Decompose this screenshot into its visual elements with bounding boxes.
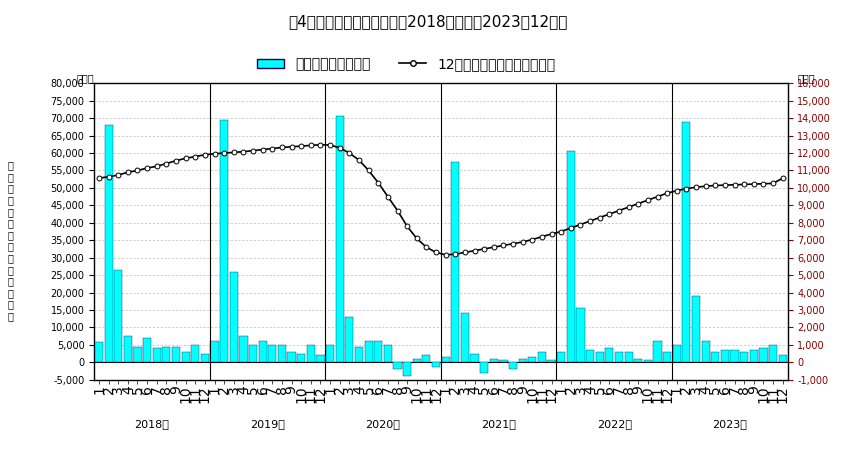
Bar — [769, 345, 777, 362]
Bar — [702, 341, 710, 362]
Bar — [442, 357, 449, 362]
Bar — [268, 345, 276, 362]
Bar — [586, 350, 594, 362]
Legend: 転入超過数（左軸）, 12か月後方移動平均（右軸）: 転入超過数（左軸）, 12か月後方移動平均（右軸） — [251, 52, 562, 77]
Bar — [730, 350, 739, 362]
Bar — [104, 125, 113, 362]
Bar — [548, 361, 556, 362]
Bar — [576, 308, 585, 362]
Bar — [538, 352, 546, 362]
Bar — [471, 354, 479, 362]
Bar — [124, 336, 132, 362]
Bar — [596, 352, 603, 362]
Bar — [152, 348, 161, 362]
Bar — [143, 338, 152, 362]
Bar — [634, 359, 642, 362]
Text: 2020年: 2020年 — [366, 419, 401, 429]
Bar — [181, 352, 190, 362]
Bar — [567, 151, 575, 362]
Text: 2023年: 2023年 — [712, 419, 747, 429]
Bar — [211, 341, 218, 362]
Bar — [191, 345, 199, 362]
Bar — [605, 348, 614, 362]
Bar — [422, 355, 431, 362]
Bar — [519, 359, 526, 362]
Bar — [365, 341, 372, 362]
Bar — [240, 336, 247, 362]
Bar — [509, 362, 517, 369]
Text: （人）: （人） — [76, 73, 94, 83]
Bar — [172, 346, 180, 362]
Bar — [528, 357, 537, 362]
Bar — [557, 352, 565, 362]
Bar — [278, 345, 286, 362]
Bar — [750, 350, 758, 362]
Bar — [692, 296, 700, 362]
Bar — [663, 352, 671, 362]
Bar — [288, 352, 295, 362]
Bar — [673, 345, 681, 362]
Bar — [95, 342, 103, 362]
Bar — [682, 122, 691, 362]
Text: 転
入
超
過
数
（
ー
は
転
出
超
過
数
）: 転 入 超 過 数 （ ー は 転 出 超 過 数 ） — [8, 160, 13, 321]
Bar — [374, 341, 383, 362]
Bar — [779, 355, 787, 362]
Bar — [615, 352, 623, 362]
Bar — [740, 352, 748, 362]
Bar — [644, 361, 652, 362]
Bar — [711, 352, 719, 362]
Text: 围4　東京圈の転入超過数（2018年１月～2023年12月）: 围4 東京圈の転入超過数（2018年１月～2023年12月） — [288, 14, 568, 29]
Bar — [653, 341, 662, 362]
Bar — [297, 354, 306, 362]
Bar — [759, 348, 768, 362]
Bar — [355, 346, 363, 362]
Bar — [317, 355, 324, 362]
Bar — [326, 345, 334, 362]
Text: 2022年: 2022年 — [597, 419, 632, 429]
Bar — [499, 361, 508, 362]
Text: 2018年: 2018年 — [134, 419, 169, 429]
Bar — [201, 354, 209, 362]
Bar — [306, 345, 315, 362]
Bar — [461, 313, 469, 362]
Bar — [134, 346, 141, 362]
Bar — [403, 362, 411, 376]
Bar — [490, 359, 498, 362]
Text: 2021年: 2021年 — [481, 419, 516, 429]
Text: 2019年: 2019年 — [250, 419, 285, 429]
Bar — [259, 341, 267, 362]
Bar — [480, 362, 488, 373]
Bar — [451, 162, 460, 362]
Bar — [721, 350, 729, 362]
Bar — [394, 362, 401, 369]
Bar — [114, 270, 122, 362]
Bar — [229, 272, 238, 362]
Bar — [336, 117, 344, 362]
Bar — [220, 120, 229, 362]
Bar — [345, 317, 354, 362]
Bar — [383, 345, 392, 362]
Bar — [249, 345, 257, 362]
Bar — [413, 359, 421, 362]
Bar — [163, 346, 170, 362]
Bar — [625, 352, 633, 362]
Text: （人）: （人） — [797, 73, 815, 83]
Bar — [432, 362, 440, 368]
